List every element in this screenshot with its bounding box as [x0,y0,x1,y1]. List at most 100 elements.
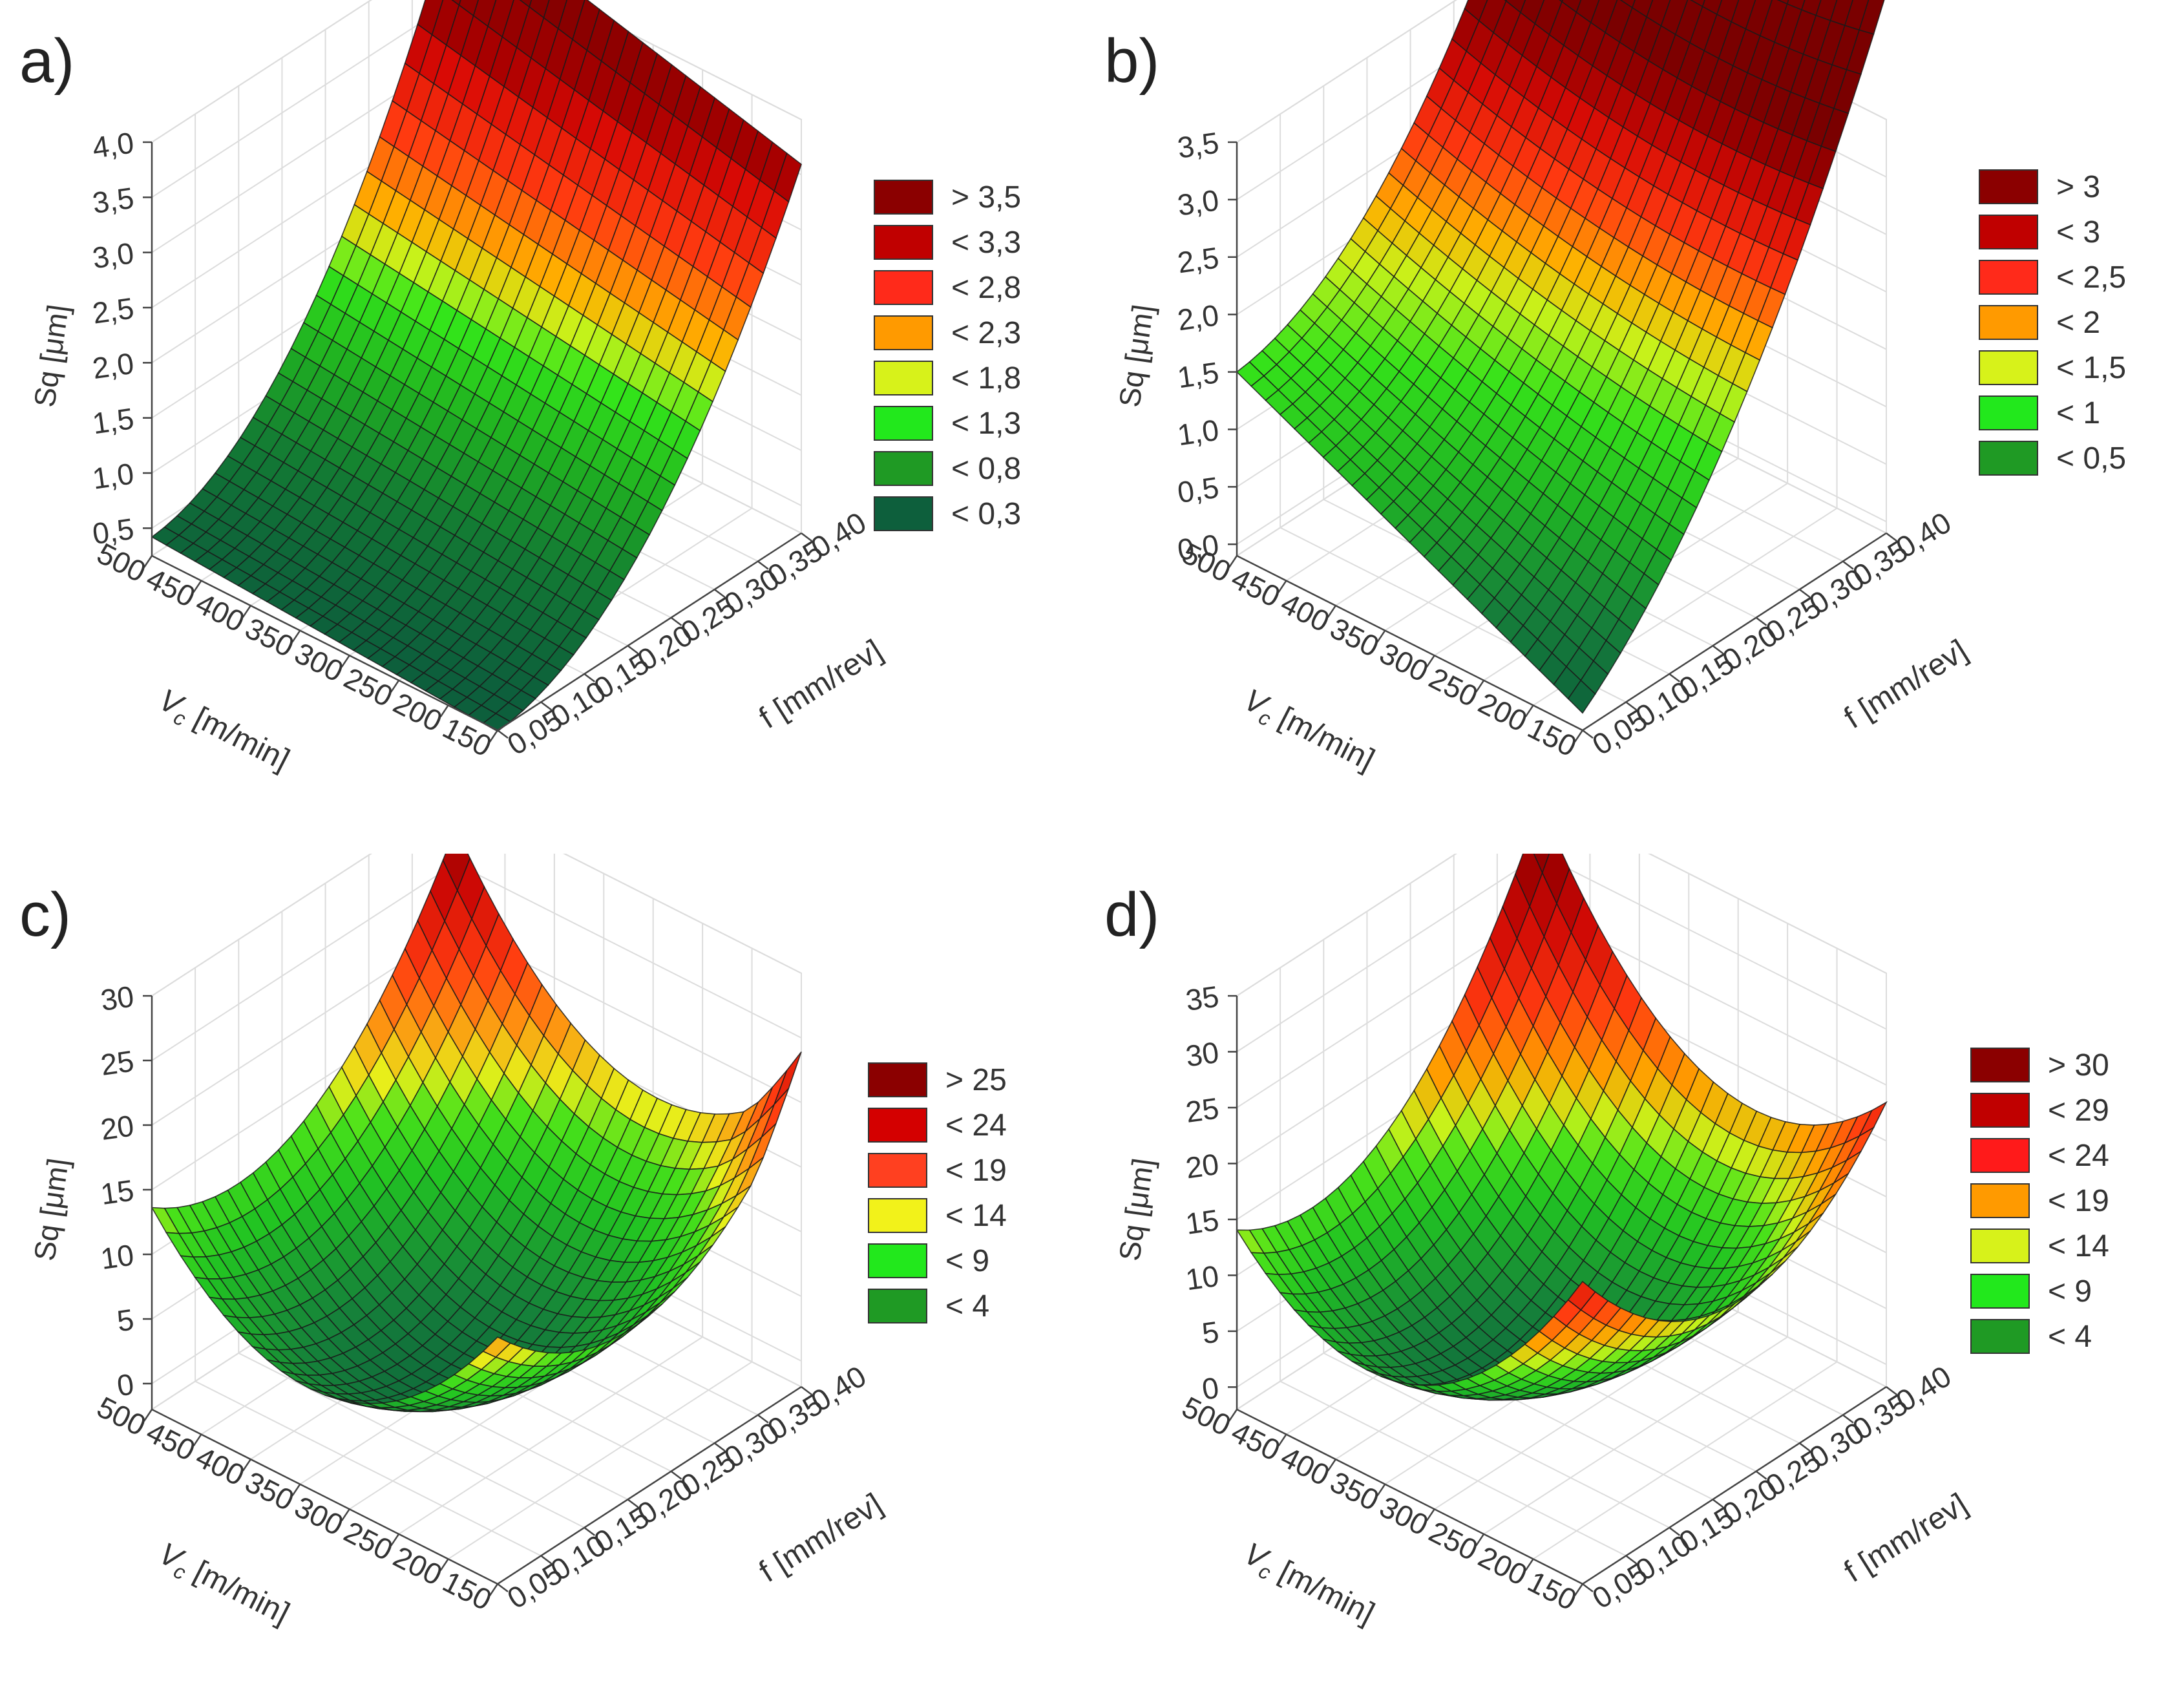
y-tick [713,1442,726,1452]
legend-label: < 2 [2056,306,2101,340]
legend-label: < 2,8 [951,271,1022,305]
grid-line [1280,1380,1627,1557]
legend-label: < 1,3 [951,406,1022,441]
x-tick [1376,1484,1386,1497]
y-tick [670,1470,682,1480]
y-tick [1625,701,1637,711]
z-tick-label: 4,0 [90,125,136,164]
x-label-rest: [m/min] [181,697,295,777]
legend-label: < 2,5 [2056,260,2127,295]
legend-label: < 3 [2056,215,2101,249]
legend-swatch [1979,169,2038,204]
y-tick [1842,560,1854,570]
x-tick [193,580,202,593]
grid-line [1323,1352,1670,1528]
surface-mesh [151,0,802,732]
grid-line [151,854,802,996]
legend-label: < 0,8 [951,452,1022,486]
legend-swatch [868,1153,927,1188]
legend-swatch [874,406,933,441]
grid-line [1434,1311,1739,1510]
box-edges [151,996,802,1585]
y-tick [584,673,596,682]
x-label-rest: [m/min] [1266,1550,1380,1631]
y-tick [1582,1583,1594,1592]
box-edges [1236,996,1887,1585]
legend-swatch [874,361,933,395]
z-tick-label: 2,0 [1175,298,1221,337]
legend-label: < 24 [2048,1139,2109,1173]
legend-swatch [874,315,933,350]
z-tick-label: 25 [1183,1091,1221,1129]
z-tick-label: 3,5 [1175,125,1221,164]
x-tick [291,630,301,643]
y-axis: 0,050,100,150,200,250,300,350,40f [mm/re… [1582,505,1974,761]
legend-swatch [868,1289,927,1323]
z-tick-label: 3,5 [90,181,136,220]
y-axis-label: f [mm/rev] [1838,633,1974,735]
x-label-rest: [m/min] [1266,697,1380,777]
y-tick [1712,645,1724,655]
z-tick-label: 1,0 [90,456,136,495]
x-tick [143,1409,153,1422]
y-tick [670,617,682,626]
z-tick-label: 0,5 [1175,470,1221,509]
y-axis-label: f [mm/rev] [753,633,889,735]
z-tick-label: 5 [115,1302,136,1338]
panel-label-d: d) [1104,880,1160,949]
y-tick [801,532,812,542]
x-tick [242,605,251,618]
legend-swatch [868,1243,927,1278]
y-tick [497,1583,509,1592]
x-tick [1475,1534,1485,1546]
y-tick [1886,1386,1897,1395]
legend-label: < 29 [2048,1093,2109,1128]
z-tick-label: 5 [1200,1314,1221,1350]
legend-label: < 24 [945,1108,1007,1143]
x-tick [439,704,449,718]
legend-label: > 25 [945,1063,1007,1097]
legend-swatch [868,1108,927,1143]
x-tick [1426,1508,1435,1521]
axis-edge [1236,996,1887,1585]
axis-edge [151,996,802,1585]
x-tick [1524,1558,1534,1572]
legend-swatch [874,496,933,531]
legend-swatch [1979,215,2038,249]
legend-label: < 4 [2048,1320,2092,1354]
legend-swatch [1970,1138,2030,1173]
grid-line [151,0,802,143]
z-tick-label: 0,0 [1175,528,1221,567]
legend-swatch [874,225,933,260]
y-tick [1669,673,1681,682]
y-tick [540,701,552,711]
legend-label: > 3,5 [951,180,1022,215]
legend-label: < 4 [945,1289,990,1323]
x-tick [1278,1433,1287,1447]
grid-line [238,1352,585,1528]
surface-plot-a: 0,51,01,52,02,53,03,54,0Sq [μm]500450400… [27,0,889,777]
panel-label-b: b) [1104,26,1160,96]
surface-cell [482,1336,511,1358]
y-tick [1886,532,1897,542]
x-axis-label: Vc [m/min] [1237,1536,1380,1634]
z-tick-label: 2,0 [90,346,136,385]
y-tick [1712,1499,1724,1508]
z-tick-label: 3,0 [90,236,136,275]
x-tick [1327,605,1336,618]
legend-label: < 1 [2056,396,2101,430]
grid-line [1236,854,1887,996]
surface-cell [1567,679,1596,714]
x-tick [1278,580,1287,593]
axis-edge [151,142,802,732]
y-tick [1669,1526,1681,1536]
y-tick [584,1526,596,1536]
legend-label: < 9 [945,1244,990,1278]
x-tick [193,1433,202,1447]
legend-label: < 14 [2048,1229,2109,1263]
x-tick [1475,680,1485,693]
z-tick-label: 30 [1183,1035,1221,1073]
legend-label: < 9 [2048,1274,2092,1309]
